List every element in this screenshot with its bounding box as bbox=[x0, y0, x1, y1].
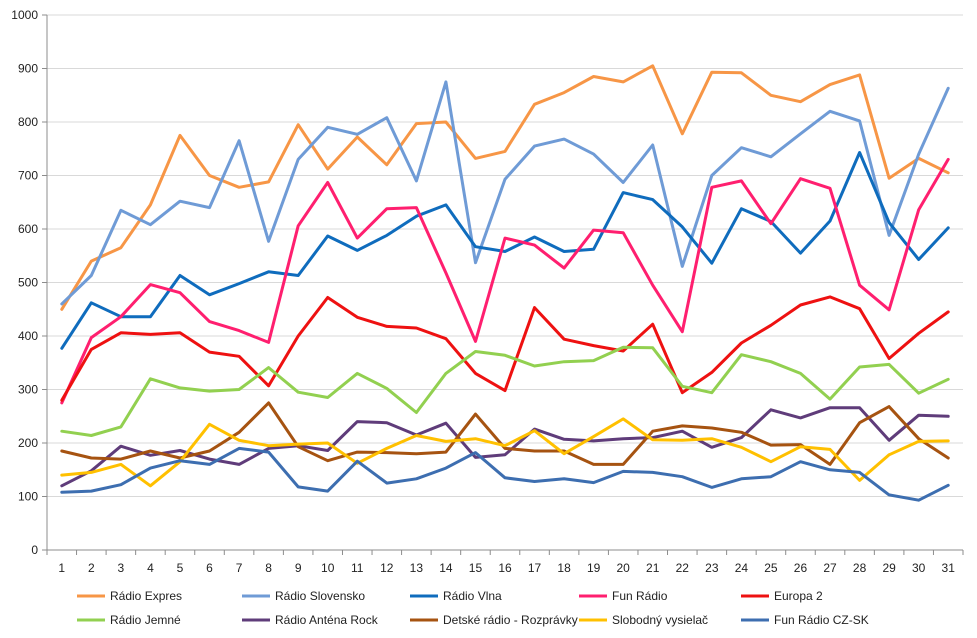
legend-label: Fun Rádio CZ-SK bbox=[774, 613, 869, 627]
y-tick-label: 300 bbox=[18, 383, 38, 397]
y-tick-label: 800 bbox=[18, 115, 38, 129]
series-line-6 bbox=[60, 406, 950, 488]
legend-item-7: Detské rádio - Rozprávky bbox=[410, 613, 578, 627]
y-tick-label: 700 bbox=[18, 169, 38, 183]
x-tick-label: 29 bbox=[882, 561, 896, 575]
legend-item-0: Rádio Expres bbox=[77, 589, 182, 603]
legend-label: Rádio Slovensko bbox=[275, 589, 365, 603]
x-tick-label: 6 bbox=[206, 561, 213, 575]
x-tick-label: 2 bbox=[88, 561, 95, 575]
x-tick-label: 24 bbox=[735, 561, 749, 575]
legend-item-8: Slobodný vysielač bbox=[579, 613, 708, 627]
legend-item-6: Rádio Anténa Rock bbox=[242, 613, 379, 627]
y-tick-label: 600 bbox=[18, 222, 38, 236]
legend-label: Europa 2 bbox=[774, 589, 823, 603]
legend-label: Rádio Vlna bbox=[443, 589, 502, 603]
x-tick-label: 28 bbox=[853, 561, 867, 575]
y-tick-label: 200 bbox=[18, 436, 38, 450]
x-tick-label: 31 bbox=[942, 561, 956, 575]
legend-label: Rádio Expres bbox=[110, 589, 182, 603]
legend-item-9: Fun Rádio CZ-SK bbox=[741, 613, 869, 627]
series-line-0 bbox=[60, 64, 950, 311]
x-tick-label: 15 bbox=[469, 561, 483, 575]
x-tick-label: 12 bbox=[380, 561, 394, 575]
y-axis-tick-labels: 0 100 200 300 400 500 600 700 800 900 1000 bbox=[11, 8, 38, 557]
series-line-1 bbox=[60, 80, 950, 306]
x-tick-label: 19 bbox=[587, 561, 601, 575]
x-tick-label: 8 bbox=[265, 561, 272, 575]
x-tick-label: 27 bbox=[823, 561, 837, 575]
series-line-2 bbox=[60, 151, 950, 350]
legend-item-4: Europa 2 bbox=[741, 589, 823, 603]
x-tick-label: 20 bbox=[617, 561, 631, 575]
legend-label: Slobodný vysielač bbox=[612, 613, 708, 627]
legend-label: Rádio Jemné bbox=[110, 613, 181, 627]
x-tick-label: 4 bbox=[147, 561, 154, 575]
x-tick-label: 26 bbox=[794, 561, 808, 575]
series-line-8 bbox=[60, 417, 950, 488]
axes bbox=[42, 14, 964, 555]
legend-label: Detské rádio - Rozprávky bbox=[443, 613, 578, 627]
x-tick-label: 13 bbox=[410, 561, 424, 575]
series-line-4 bbox=[60, 295, 950, 402]
y-tick-label: 500 bbox=[18, 276, 38, 290]
x-tick-label: 17 bbox=[528, 561, 542, 575]
x-tick-label: 16 bbox=[498, 561, 512, 575]
x-axis-tick-labels: 1 2 3 4 5 6 7 8 9 10 11 12 13 14 15 16 17 18 19 20 21 22 23 24 2… bbox=[58, 561, 955, 575]
legend-item-3: Fun Rádio bbox=[579, 589, 668, 603]
x-tick-label: 30 bbox=[912, 561, 926, 575]
series-line-5 bbox=[60, 345, 950, 437]
x-tick-label: 10 bbox=[321, 561, 335, 575]
y-tick-label: 400 bbox=[18, 329, 38, 343]
x-tick-label: 7 bbox=[236, 561, 243, 575]
series-line-9 bbox=[60, 446, 950, 502]
x-tick-label: 14 bbox=[439, 561, 453, 575]
y-tick-label: 900 bbox=[18, 62, 38, 76]
y-tick-label: 0 bbox=[31, 543, 38, 557]
x-tick-label: 25 bbox=[764, 561, 778, 575]
x-tick-label: 3 bbox=[118, 561, 125, 575]
legend-item-5: Rádio Jemné bbox=[77, 613, 181, 627]
x-tick-label: 1 bbox=[58, 561, 65, 575]
x-tick-label: 11 bbox=[351, 561, 364, 575]
series-line-7 bbox=[60, 401, 950, 466]
x-tick-label: 5 bbox=[177, 561, 184, 575]
x-tick-label: 9 bbox=[295, 561, 302, 575]
x-tick-label: 22 bbox=[676, 561, 690, 575]
series-line-3 bbox=[60, 157, 950, 405]
x-tick-label: 18 bbox=[557, 561, 571, 575]
legend-item-1: Rádio Slovensko bbox=[242, 589, 365, 603]
legend-label: Rádio Anténa Rock bbox=[275, 613, 379, 627]
legend-item-2: Rádio Vlna bbox=[410, 589, 502, 603]
legend-label: Fun Rádio bbox=[612, 589, 668, 603]
y-tick-label: 100 bbox=[18, 490, 38, 504]
legend: Rádio Expres Rádio Slovensko Rádio Vlna Fun… bbox=[77, 589, 869, 627]
y-tick-label: 1000 bbox=[11, 8, 38, 22]
x-tick-label: 23 bbox=[705, 561, 719, 575]
series-lines bbox=[60, 64, 950, 502]
x-tick-label: 21 bbox=[646, 561, 660, 575]
